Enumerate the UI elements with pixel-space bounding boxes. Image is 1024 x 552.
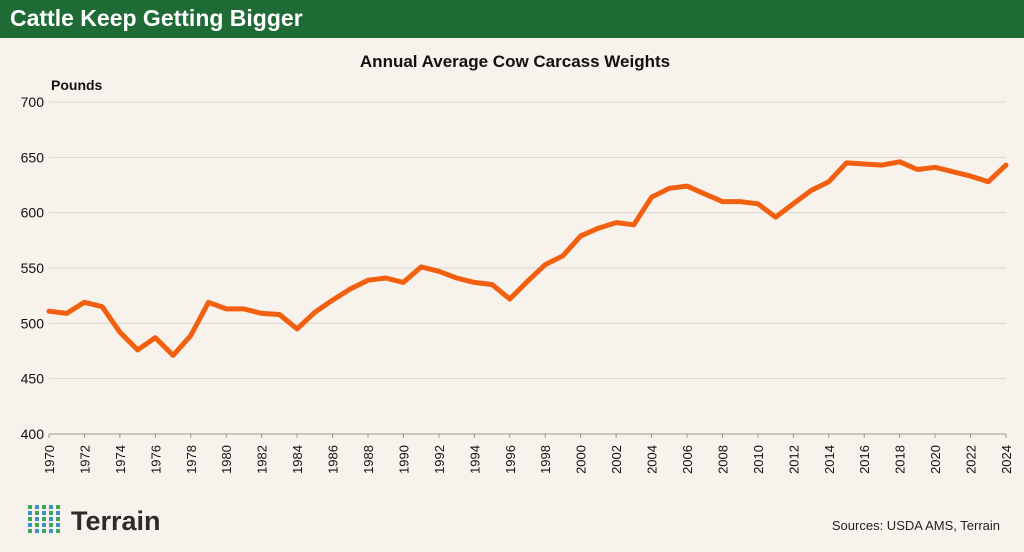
y-tick-label: 500 bbox=[21, 315, 45, 331]
logo-dot bbox=[42, 511, 46, 515]
x-tick-label: 1984 bbox=[290, 445, 305, 474]
x-tick-label: 2006 bbox=[680, 445, 695, 474]
x-tick-label: 1990 bbox=[396, 445, 411, 474]
logo-dot bbox=[28, 523, 32, 527]
sources-note: Sources: USDA AMS, Terrain bbox=[831, 518, 1000, 533]
logo-dots-icon bbox=[28, 505, 60, 533]
logo-dot bbox=[28, 511, 32, 515]
banner-title: Cattle Keep Getting Bigger bbox=[10, 5, 303, 31]
x-tick-label: 2020 bbox=[928, 445, 943, 474]
x-tick-label: 2010 bbox=[751, 445, 766, 474]
x-tick-label: 2014 bbox=[822, 445, 837, 474]
y-tick-label: 650 bbox=[21, 149, 45, 165]
logo-dot bbox=[35, 511, 39, 515]
x-tick-label: 2012 bbox=[786, 445, 801, 474]
x-tick-label: 2024 bbox=[999, 445, 1014, 474]
x-tick-label: 2002 bbox=[609, 445, 624, 474]
logo-text: Terrain bbox=[71, 506, 161, 536]
x-tick-label: 1988 bbox=[361, 445, 376, 474]
x-tick-label: 1976 bbox=[148, 445, 163, 474]
x-tick-label: 2016 bbox=[857, 445, 872, 474]
logo-dot bbox=[49, 529, 53, 533]
logo-dot bbox=[35, 529, 39, 533]
logo-dot bbox=[28, 517, 32, 521]
y-tick-label: 600 bbox=[21, 205, 45, 221]
x-tick-label: 2018 bbox=[893, 445, 908, 474]
x-tick-label: 1992 bbox=[432, 445, 447, 474]
x-tick-label: 1972 bbox=[77, 445, 92, 474]
logo-dot bbox=[28, 505, 32, 509]
y-tick-label: 450 bbox=[21, 371, 45, 387]
y-tick-label: 400 bbox=[21, 426, 45, 442]
logo-dot bbox=[56, 529, 60, 533]
x-tick-label: 1994 bbox=[467, 445, 482, 474]
logo-dot bbox=[49, 523, 53, 527]
line-chart: Annual Average Cow Carcass Weights Pounds… bbox=[21, 52, 1014, 474]
x-tick-label: 1996 bbox=[503, 445, 518, 474]
y-tick-label: 550 bbox=[21, 260, 45, 276]
logo-dot bbox=[42, 505, 46, 509]
logo-dot bbox=[56, 517, 60, 521]
x-tick-label: 1974 bbox=[113, 445, 128, 474]
x-tick-label: 2022 bbox=[964, 445, 979, 474]
series-line-1 bbox=[46, 159, 1009, 358]
x-tick-label: 1982 bbox=[255, 445, 270, 474]
logo-dot bbox=[35, 523, 39, 527]
y-tick-label: 700 bbox=[21, 94, 45, 110]
logo-dot bbox=[49, 511, 53, 515]
terrain-logo: Terrain bbox=[26, 500, 226, 540]
logo-dot bbox=[56, 523, 60, 527]
x-tick-label: 1970 bbox=[42, 445, 57, 474]
logo-dot bbox=[49, 505, 53, 509]
logo-dot bbox=[42, 517, 46, 521]
x-tick-label: 1998 bbox=[538, 445, 553, 474]
logo-dot bbox=[56, 511, 60, 515]
logo-dot bbox=[42, 529, 46, 533]
chart-title: Annual Average Cow Carcass Weights bbox=[360, 52, 670, 71]
x-tick-label: 1978 bbox=[184, 445, 199, 474]
header-banner: Cattle Keep Getting Bigger bbox=[0, 0, 1024, 38]
logo-dot bbox=[35, 517, 39, 521]
x-tick-label: 2000 bbox=[574, 445, 589, 474]
logo-dot bbox=[28, 529, 32, 533]
logo-dot bbox=[49, 517, 53, 521]
x-tick-label: 1986 bbox=[326, 445, 341, 474]
logo-dot bbox=[35, 505, 39, 509]
x-tick-label: 2008 bbox=[715, 445, 730, 474]
y-axis-label: Pounds bbox=[51, 77, 103, 93]
x-tick-label: 2004 bbox=[645, 445, 660, 474]
x-tick-label: 1980 bbox=[219, 445, 234, 474]
logo-dot bbox=[56, 505, 60, 509]
logo-dot bbox=[42, 523, 46, 527]
